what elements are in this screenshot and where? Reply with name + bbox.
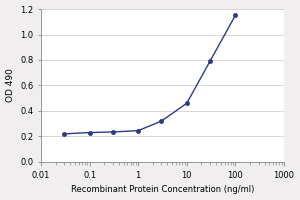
Y-axis label: OD 490: OD 490 xyxy=(6,69,15,102)
X-axis label: Recombinant Protein Concentration (ng/ml): Recombinant Protein Concentration (ng/ml… xyxy=(71,185,254,194)
